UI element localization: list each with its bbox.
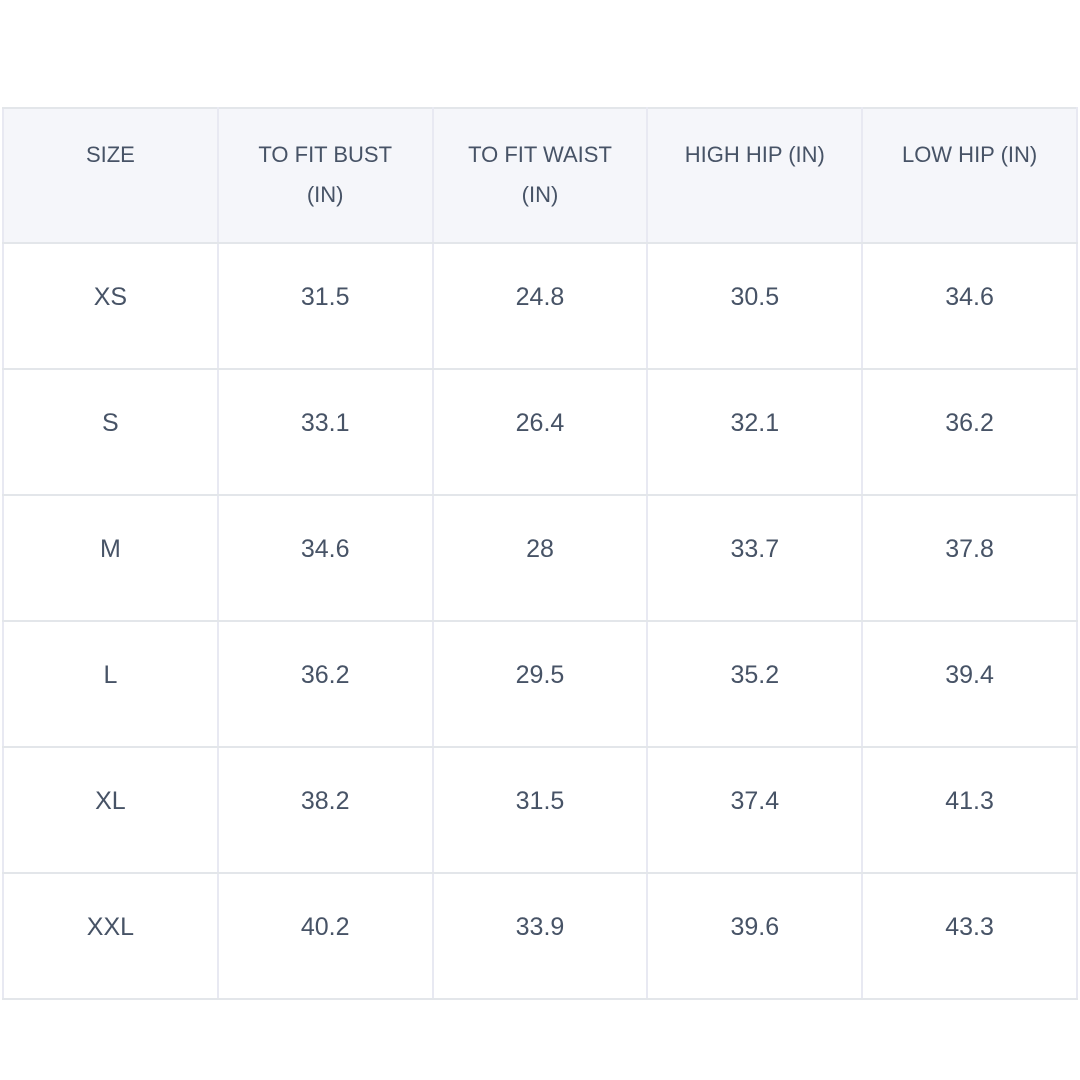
cell-high-hip: 37.4 — [646, 746, 864, 874]
header-line: SIZE — [85, 142, 135, 167]
cell-low-hip: 41.3 — [861, 746, 1078, 874]
header-line: TO FIT WAIST — [468, 142, 612, 167]
size-chart-table: SIZE TO FIT BUST (IN) TO FIT WAIST (IN) … — [2, 107, 1078, 1000]
cell-size: S — [2, 368, 219, 496]
cell-low-hip: 37.8 — [861, 494, 1078, 622]
column-header-low-hip: LOW HIP (IN) — [861, 107, 1078, 244]
row-xs: XS 31.5 24.8 30.5 34.6 — [2, 242, 1078, 370]
row-s: S 33.1 26.4 32.1 36.2 — [2, 368, 1078, 496]
cell-size: XL — [2, 746, 219, 874]
column-header-high-hip: HIGH HIP (IN) — [646, 107, 864, 244]
cell-high-hip: 35.2 — [646, 620, 864, 748]
size-chart-body: XS 31.5 24.8 30.5 34.6 S 33.1 26.4 32.1 … — [2, 242, 1078, 1000]
row-m: M 34.6 28 33.7 37.8 — [2, 494, 1078, 622]
header-line: TO FIT BUST — [258, 142, 393, 167]
cell-bust: 34.6 — [216, 494, 434, 622]
row-l: L 36.2 29.5 35.2 39.4 — [2, 620, 1078, 748]
cell-waist: 28 — [431, 494, 649, 622]
cell-size: XXL — [2, 872, 219, 1000]
cell-waist: 26.4 — [431, 368, 649, 496]
cell-high-hip: 30.5 — [646, 242, 864, 370]
cell-low-hip: 34.6 — [861, 242, 1078, 370]
column-header-bust: TO FIT BUST (IN) — [216, 107, 434, 244]
cell-waist: 33.9 — [431, 872, 649, 1000]
cell-waist: 31.5 — [431, 746, 649, 874]
size-chart-header: SIZE TO FIT BUST (IN) TO FIT WAIST (IN) … — [2, 107, 1078, 244]
cell-high-hip: 39.6 — [646, 872, 864, 1000]
cell-bust: 40.2 — [216, 872, 434, 1000]
column-header-size: SIZE — [2, 107, 219, 244]
cell-waist: 24.8 — [431, 242, 649, 370]
header-line: LOW HIP (IN) — [901, 142, 1038, 167]
cell-bust: 36.2 — [216, 620, 434, 748]
header-line: (IN) — [306, 182, 344, 207]
cell-bust: 31.5 — [216, 242, 434, 370]
cell-low-hip: 43.3 — [861, 872, 1078, 1000]
size-chart-container: SIZE TO FIT BUST (IN) TO FIT WAIST (IN) … — [2, 107, 1078, 1000]
cell-high-hip: 33.7 — [646, 494, 864, 622]
cell-size: M — [2, 494, 219, 622]
row-xxl: XXL 40.2 33.9 39.6 43.3 — [2, 872, 1078, 1000]
cell-low-hip: 36.2 — [861, 368, 1078, 496]
cell-size: L — [2, 620, 219, 748]
column-header-waist: TO FIT WAIST (IN) — [431, 107, 649, 244]
cell-bust: 38.2 — [216, 746, 434, 874]
cell-low-hip: 39.4 — [861, 620, 1078, 748]
cell-high-hip: 32.1 — [646, 368, 864, 496]
row-xl: XL 38.2 31.5 37.4 41.3 — [2, 746, 1078, 874]
cell-size: XS — [2, 242, 219, 370]
header-line: HIGH HIP (IN) — [684, 142, 825, 167]
header-row: SIZE TO FIT BUST (IN) TO FIT WAIST (IN) … — [2, 107, 1078, 244]
cell-bust: 33.1 — [216, 368, 434, 496]
header-line: (IN) — [521, 182, 559, 207]
cell-waist: 29.5 — [431, 620, 649, 748]
